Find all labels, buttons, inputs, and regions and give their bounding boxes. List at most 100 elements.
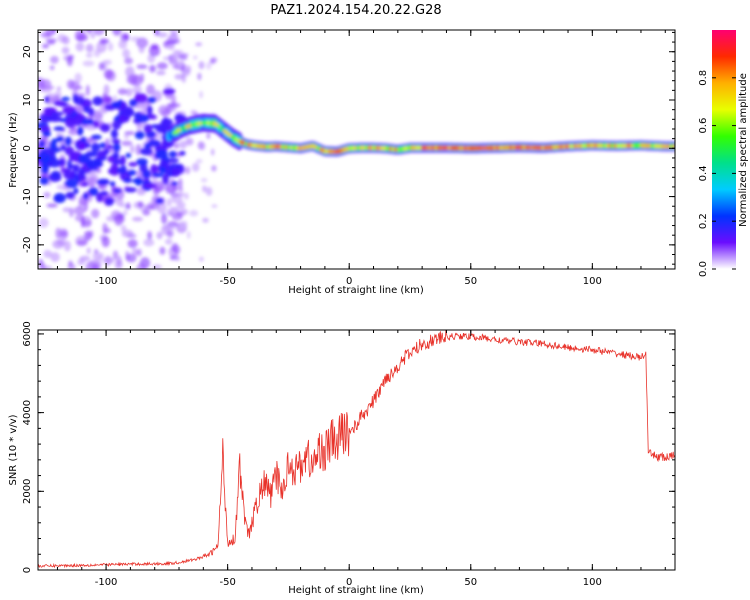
noise-speckle bbox=[60, 231, 68, 237]
colorbar-ticks: 0.0 0.2 0.4 0.6 0.8 bbox=[698, 70, 736, 277]
noise-speckle bbox=[137, 201, 144, 208]
low-energy-blob bbox=[74, 140, 83, 146]
x-tick-label: 100 bbox=[583, 577, 602, 588]
noise-speckle bbox=[167, 231, 173, 239]
colorbar-tick-label: 0.0 bbox=[698, 261, 709, 277]
noise-speckle bbox=[43, 191, 51, 199]
x-tick-label: -50 bbox=[219, 577, 235, 588]
noise-speckle bbox=[205, 186, 213, 196]
low-energy-blob bbox=[171, 181, 179, 186]
low-energy-blob bbox=[136, 158, 148, 166]
noise-speckle bbox=[75, 42, 85, 52]
low-energy-blob bbox=[72, 166, 80, 173]
low-energy-blob bbox=[104, 197, 114, 206]
y-tick-label: 6000 bbox=[22, 321, 33, 346]
noise-speckle bbox=[146, 84, 155, 96]
low-energy-blob bbox=[171, 166, 179, 177]
noise-speckle bbox=[171, 185, 180, 191]
noise-speckle bbox=[159, 246, 166, 255]
noise-speckle bbox=[169, 30, 173, 33]
noise-speckle bbox=[198, 61, 205, 70]
snr-series bbox=[38, 330, 675, 569]
noise-speckle bbox=[125, 202, 131, 210]
noise-speckle bbox=[38, 80, 46, 91]
low-energy-blob bbox=[42, 163, 49, 174]
noise-speckle bbox=[158, 105, 169, 116]
noise-speckle bbox=[103, 95, 114, 104]
low-energy-blob bbox=[163, 88, 176, 95]
spectrogram-y-label: Frequency (Hz) bbox=[8, 112, 19, 188]
noise-speckle bbox=[94, 249, 99, 254]
low-energy-blob bbox=[179, 150, 186, 156]
noise-speckle bbox=[191, 162, 200, 172]
y-tick-label: 0 bbox=[22, 567, 33, 573]
x-tick-label: -100 bbox=[95, 276, 118, 287]
low-energy-blob bbox=[64, 178, 78, 189]
noise-speckle bbox=[95, 254, 103, 267]
noise-speckle bbox=[184, 192, 189, 200]
snr-ticks: -100 -50 0 50 100 0 2000 4000 6000 bbox=[22, 321, 675, 588]
figure-title: PAZ1.2024.154.20.22.G28 bbox=[270, 3, 441, 18]
colorbar-label: Normalized spectral amplitude bbox=[738, 73, 749, 227]
x-tick-label: 100 bbox=[583, 276, 602, 287]
low-energy-blob bbox=[63, 169, 76, 180]
low-energy-blob bbox=[143, 183, 157, 189]
noise-speckle bbox=[130, 144, 135, 154]
noise-speckle bbox=[86, 30, 93, 35]
low-energy-blob bbox=[96, 178, 108, 186]
y-tick-label: 0 bbox=[22, 145, 33, 151]
noise-speckle bbox=[66, 55, 73, 67]
noise-speckle bbox=[170, 94, 177, 106]
low-energy-blob bbox=[64, 146, 75, 156]
noise-speckle bbox=[73, 206, 86, 216]
snr-line bbox=[38, 330, 675, 569]
x-tick-label: 0 bbox=[346, 577, 352, 588]
noise-speckle bbox=[164, 238, 173, 245]
noise-speckle bbox=[82, 219, 92, 227]
colorbar-tick-label: 0.4 bbox=[698, 165, 709, 181]
noise-speckle bbox=[120, 225, 127, 232]
noise-speckle bbox=[105, 255, 111, 268]
noise-speckle bbox=[112, 250, 119, 260]
spectrogram-frame bbox=[37, 29, 676, 270]
noise-speckle bbox=[189, 209, 199, 217]
low-energy-blob bbox=[83, 192, 89, 200]
noise-speckle bbox=[185, 166, 191, 175]
noise-speckle bbox=[123, 34, 129, 40]
noise-speckle bbox=[182, 53, 189, 57]
low-energy-blob bbox=[53, 126, 65, 132]
low-energy-blob bbox=[83, 105, 91, 113]
noise-speckle bbox=[86, 247, 91, 255]
low-energy-blob bbox=[147, 96, 157, 104]
low-energy-blob bbox=[38, 151, 48, 161]
noise-speckle bbox=[74, 72, 82, 84]
noise-speckle bbox=[85, 43, 94, 53]
noise-speckle bbox=[173, 142, 180, 149]
low-energy-blob bbox=[155, 198, 164, 204]
noise-speckle bbox=[50, 55, 59, 64]
noise-speckle bbox=[70, 80, 80, 91]
low-energy-blob bbox=[123, 178, 133, 183]
low-energy-blob bbox=[129, 99, 138, 107]
noise-speckle bbox=[138, 44, 145, 54]
spectrogram-blobs bbox=[38, 30, 675, 269]
low-energy-blob bbox=[99, 142, 107, 149]
noise-speckle bbox=[211, 165, 217, 172]
noise-speckle bbox=[74, 30, 86, 42]
noise-speckle bbox=[166, 198, 172, 207]
noise-speckle bbox=[157, 32, 168, 38]
noise-speckle bbox=[179, 58, 184, 67]
noise-speckle bbox=[132, 216, 143, 222]
noise-speckle bbox=[175, 257, 181, 262]
noise-speckle bbox=[178, 179, 183, 188]
y-tick-label: -20 bbox=[22, 237, 33, 253]
low-energy-blob bbox=[65, 191, 75, 199]
noise-speckle bbox=[199, 257, 205, 261]
noise-speckle bbox=[103, 68, 114, 80]
colorbar-tick-label: 0.6 bbox=[698, 118, 709, 134]
low-energy-blob bbox=[80, 182, 89, 187]
low-energy-blob bbox=[49, 115, 62, 123]
noise-speckle bbox=[93, 30, 105, 36]
noise-speckle bbox=[79, 255, 91, 262]
